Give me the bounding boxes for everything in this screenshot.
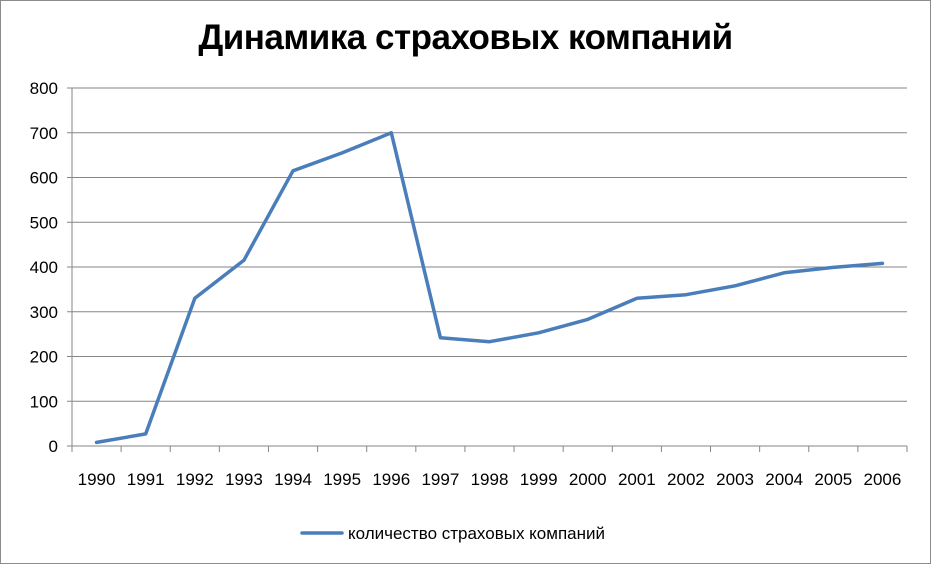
data-point	[438, 336, 442, 340]
x-tick-label: 2001	[618, 470, 656, 489]
chart-title: Динамика страховых компаний	[198, 18, 733, 57]
x-tick-label: 2003	[716, 470, 754, 489]
x-tick-label: 1990	[78, 470, 116, 489]
x-tick-label: 2002	[667, 470, 705, 489]
data-point	[193, 296, 197, 300]
x-tick-label: 1997	[421, 470, 459, 489]
x-tick-label: 2004	[765, 470, 803, 489]
x-tick-label: 1991	[127, 470, 165, 489]
data-point	[586, 317, 590, 321]
legend-label: количество страховых компаний	[348, 524, 605, 543]
data-point	[733, 284, 737, 288]
data-point	[291, 169, 295, 173]
data-point	[831, 265, 835, 269]
y-tick-label: 100	[30, 392, 58, 411]
x-tick-label: 1998	[471, 470, 509, 489]
data-point	[537, 331, 541, 335]
data-point	[242, 258, 246, 262]
data-point	[95, 440, 99, 444]
x-tick-label: 1992	[176, 470, 214, 489]
data-point	[144, 432, 148, 436]
y-tick-label: 600	[30, 169, 58, 188]
y-tick-label: 300	[30, 303, 58, 322]
y-tick-label: 200	[30, 348, 58, 367]
y-tick-label: 700	[30, 124, 58, 143]
x-tick-label: 2000	[569, 470, 607, 489]
x-tick-label: 1995	[323, 470, 361, 489]
data-point	[684, 293, 688, 297]
data-point	[340, 151, 344, 155]
x-tick-label: 1993	[225, 470, 263, 489]
data-point	[880, 261, 884, 265]
x-tick-label: 1999	[520, 470, 558, 489]
data-point	[635, 296, 639, 300]
x-tick-label: 2006	[864, 470, 902, 489]
y-tick-label: 800	[30, 79, 58, 98]
data-point	[488, 340, 491, 344]
y-tick-label: 500	[30, 213, 58, 232]
x-tick-label: 1994	[274, 470, 312, 489]
x-tick-label: 1996	[372, 470, 410, 489]
y-tick-label: 0	[49, 437, 58, 456]
y-tick-label: 400	[30, 258, 58, 277]
data-point	[389, 131, 393, 135]
series-line	[94, 131, 885, 445]
data-point	[782, 271, 786, 275]
x-tick-label: 2005	[814, 470, 852, 489]
